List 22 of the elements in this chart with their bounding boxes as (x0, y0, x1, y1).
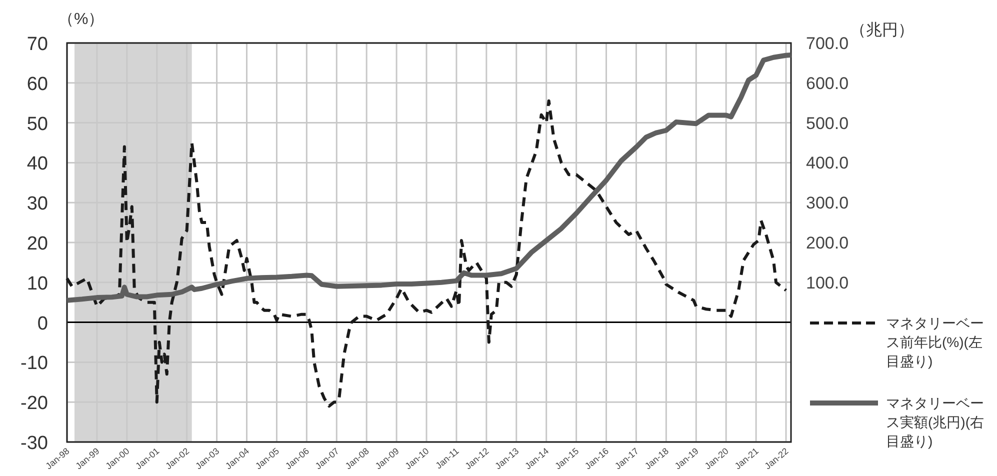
y-tick-label: -10 (20, 353, 48, 374)
y-axis-title: （%） (58, 11, 104, 28)
y-tick-label: 30 (26, 194, 48, 215)
y2-tick-label: 500.0 (806, 114, 849, 133)
y2-tick-label: 100.0 (806, 273, 849, 292)
y-tick-label: 0 (37, 313, 48, 334)
y-tick-label: 10 (26, 273, 48, 294)
y2-tick-label: 600.0 (806, 74, 849, 93)
y2-tick-label: 300.0 (806, 194, 849, 213)
y2-tick-label: 400.0 (806, 154, 849, 173)
y2-axis-title: （兆円） (850, 21, 914, 39)
y-tick-label: 20 (26, 234, 48, 254)
y-tick-label: 70 (26, 34, 48, 55)
y-tick-label: -30 (20, 433, 48, 454)
y-tick-label: -20 (20, 393, 48, 414)
y2-tick-label: 200.0 (806, 234, 849, 252)
y-tick-label: 50 (26, 114, 48, 135)
y-tick-label: 60 (26, 74, 48, 95)
legend-label: マネタリーベース前年比(%)(左目盛り) (886, 315, 984, 369)
y-tick-label: 40 (26, 154, 48, 175)
legend-label: マネタリーベース実額(兆円)(右目盛り) (886, 395, 984, 449)
y2-tick-label: 700.0 (806, 34, 849, 53)
